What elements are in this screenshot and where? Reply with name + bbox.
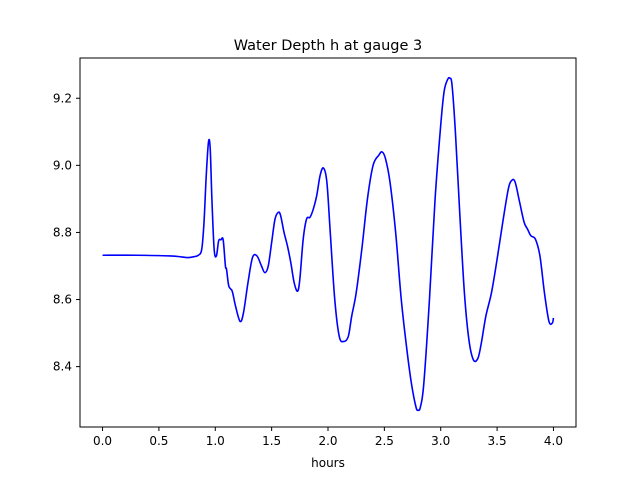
chart-title: Water Depth h at gauge 3 xyxy=(234,38,422,54)
y-tick-label: 9.2 xyxy=(53,91,72,105)
x-tick-label: 3.5 xyxy=(488,434,507,448)
plot-frame xyxy=(79,57,577,428)
plot-area xyxy=(80,58,576,427)
y-tick-label: 9.0 xyxy=(53,158,72,172)
y-tick-label: 8.8 xyxy=(53,225,72,239)
x-tick-label: 0.5 xyxy=(149,434,168,448)
x-axis-ticks: 0.0 0.5 1.0 1.5 2.0 2.5 3.0 3.5 4.0 xyxy=(93,427,563,448)
series-line xyxy=(102,76,555,412)
x-tick-label: 0.0 xyxy=(93,434,112,448)
series-layer xyxy=(102,76,555,412)
y-tick-label: 8.4 xyxy=(53,360,72,374)
x-tick-label: 3.0 xyxy=(431,434,450,448)
x-axis-label: hours xyxy=(311,456,345,470)
x-tick-label: 4.0 xyxy=(544,434,563,448)
y-tick-label: 8.6 xyxy=(53,293,72,307)
x-tick-label: 1.0 xyxy=(206,434,225,448)
x-tick-label: 1.5 xyxy=(262,434,281,448)
y-axis-ticks: 8.4 8.6 8.8 9.0 9.2 xyxy=(53,91,80,374)
x-tick-label: 2.5 xyxy=(375,434,394,448)
x-tick-label: 2.0 xyxy=(318,434,337,448)
